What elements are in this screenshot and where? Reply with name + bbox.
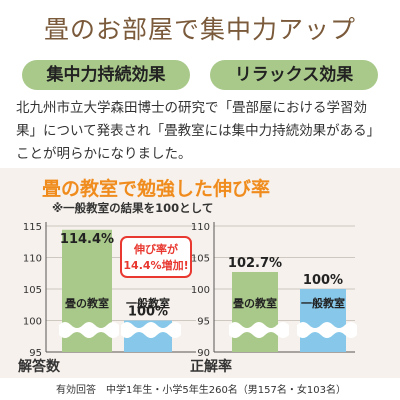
y-tick-label: 95 xyxy=(197,317,210,328)
y-tick-label: 110 xyxy=(191,222,210,233)
y-tick-label: 100 xyxy=(23,317,42,328)
x-axis-label: 解答数 xyxy=(18,358,61,375)
value-label: 114.4% xyxy=(60,232,114,247)
category-label: 畳の教室 xyxy=(65,296,109,310)
callout-box xyxy=(120,236,192,278)
tag-relax: リラックス効果 xyxy=(210,60,378,90)
callout-line-1: 伸び率が xyxy=(133,242,178,256)
category-label: 畳の教室 xyxy=(233,296,277,310)
value-label: 100% xyxy=(128,305,168,320)
footnote: 有効回答 中学1年生・小学5年生260名（男157名・女103名） xyxy=(56,385,346,396)
axis-break xyxy=(297,322,357,338)
y-tick-label: 105 xyxy=(23,285,42,296)
y-tick-label: 90 xyxy=(197,348,210,359)
axis-break xyxy=(59,322,119,338)
axis-break xyxy=(121,322,181,338)
y-tick-label: 100 xyxy=(191,285,210,296)
tag-concentration: 集中力持続効果 xyxy=(22,60,190,90)
bar-tatami xyxy=(232,271,278,352)
value-label: 100% xyxy=(303,273,343,288)
x-axis-label: 正解率 xyxy=(190,358,232,375)
y-tick-label: 95 xyxy=(29,348,42,359)
chart-note: ※一般教室の結果を100として xyxy=(52,201,214,215)
y-tick-label: 105 xyxy=(191,254,210,265)
axis-break xyxy=(229,322,289,338)
y-tick-label: 110 xyxy=(23,254,42,265)
category-label: 一般教室 xyxy=(126,296,170,310)
y-tick-label: 115 xyxy=(23,222,42,233)
value-label: 102.7% xyxy=(228,256,282,271)
page-title: 畳のお部屋で集中力アップ xyxy=(43,15,356,44)
callout-line-2: 14.4%増加! xyxy=(123,258,188,272)
description-text: 北九州市立大学森田博士の研究で「畳部屋における学習効果」について発表され「畳教室… xyxy=(16,100,381,162)
category-label: 一般教室 xyxy=(301,296,345,310)
chart-title: 畳の教室で勉強した伸び率 xyxy=(42,178,271,200)
bar-normal xyxy=(300,289,346,352)
